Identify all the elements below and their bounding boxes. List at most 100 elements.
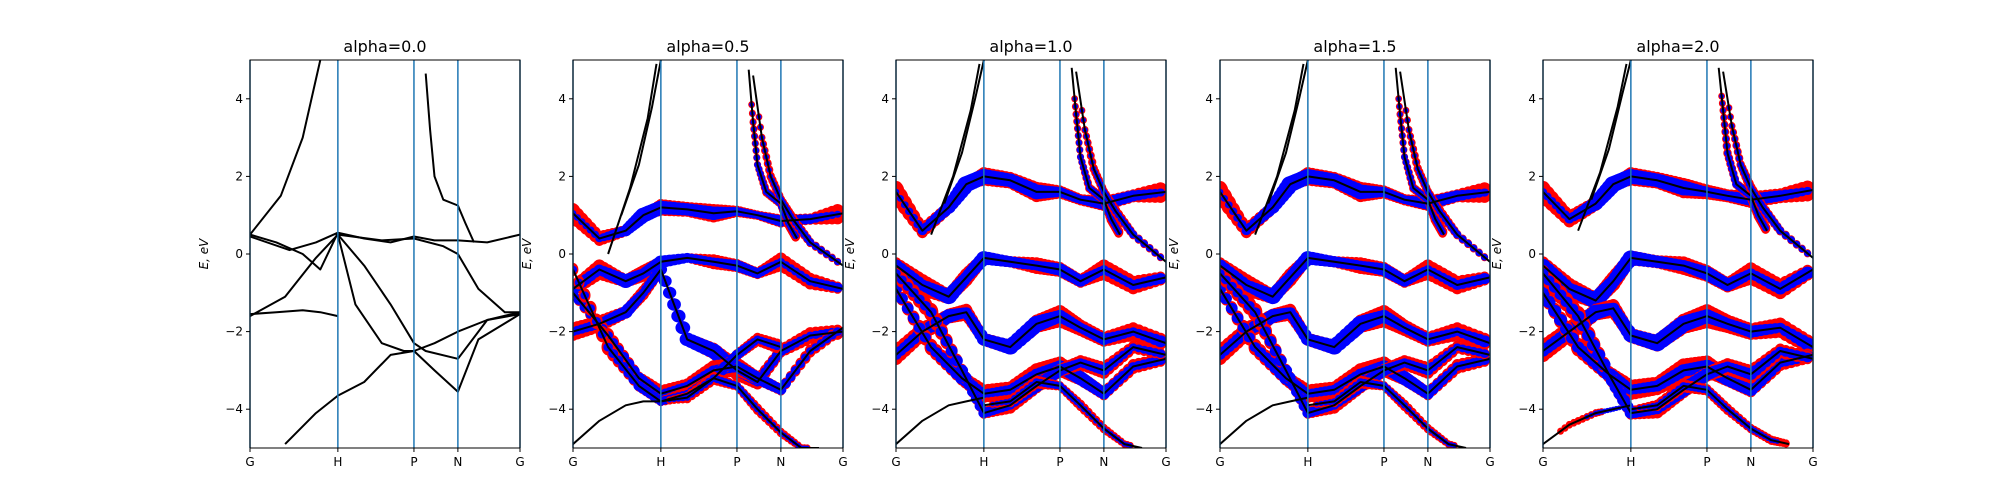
band-line-2 <box>284 394 339 445</box>
band-line-4 <box>573 292 843 395</box>
band-line-12 <box>424 73 475 243</box>
x-tick-label: G <box>1538 455 1547 469</box>
x-tick-label: G <box>838 455 847 469</box>
x-tick-label: H <box>656 455 665 469</box>
band-line-10 <box>1717 67 1768 232</box>
y-tick-label: 4 <box>1205 92 1213 106</box>
x-tick-label: G <box>1808 455 1817 469</box>
band-line-6 <box>1543 404 1632 445</box>
y-tick-label: 0 <box>235 247 243 261</box>
y-tick-label: 0 <box>558 247 566 261</box>
band-line-1 <box>1220 175 1490 232</box>
band-line-4 <box>250 232 339 271</box>
band-line-6 <box>1220 396 1309 445</box>
panel-title: alpha=1.5 <box>1313 37 1396 56</box>
band-line-6 <box>250 233 339 317</box>
y-tick-label: 0 <box>881 247 889 261</box>
band-line-8 <box>1590 60 1632 201</box>
y-tick-label: −4 <box>548 402 566 416</box>
y-axis-label: E, eV <box>843 238 857 270</box>
band-line-11 <box>336 234 520 352</box>
band-line-5 <box>1220 272 1490 415</box>
y-tick-label: 2 <box>1205 169 1213 183</box>
x-tick-label: N <box>1099 455 1108 469</box>
x-tick-label: G <box>245 455 254 469</box>
band-line-7 <box>1254 63 1305 235</box>
y-tick-label: −4 <box>1195 402 1213 416</box>
band-line-5 <box>896 272 1166 415</box>
y-tick-label: −2 <box>548 325 566 339</box>
band-line-9 <box>983 381 1143 448</box>
band-line-4 <box>1543 292 1813 391</box>
band-line-6 <box>573 400 661 445</box>
band-line-2 <box>896 256 1166 298</box>
x-tick-label: P <box>410 455 417 469</box>
y-tick-label: −4 <box>1518 402 1536 416</box>
plot-area <box>1220 60 1490 448</box>
band-line-3 <box>573 268 843 383</box>
band-line-8 <box>620 60 662 216</box>
y-axis-label: E, eV <box>1167 238 1181 270</box>
x-tick-label: P <box>1703 455 1710 469</box>
x-tick-label: N <box>776 455 785 469</box>
x-tick-label: P <box>1380 455 1387 469</box>
band-line-2 <box>1220 256 1490 298</box>
band-line-8 <box>943 60 985 204</box>
band-line-7 <box>337 233 520 314</box>
y-tick-label: 4 <box>235 92 243 106</box>
band-line-3 <box>1543 307 1813 352</box>
y-axis-label: E, eV <box>520 238 534 270</box>
band-line-3 <box>337 313 520 397</box>
x-tick-label: G <box>891 455 900 469</box>
band-line-7 <box>930 63 981 235</box>
y-tick-label: −2 <box>1518 325 1536 339</box>
y-tick-label: 2 <box>558 169 566 183</box>
y-tick-label: −4 <box>871 402 889 416</box>
panel-title: alpha=2.0 <box>1636 37 1719 56</box>
band-line-1 <box>1543 175 1813 221</box>
band-line-1 <box>896 175 1166 232</box>
band-line-9 <box>1307 381 1467 448</box>
x-tick-label: G <box>1215 455 1224 469</box>
x-tick-label: P <box>1056 455 1063 469</box>
x-tick-label: G <box>515 455 524 469</box>
y-axis-label: E, eV <box>1490 238 1504 270</box>
band-line-10 <box>337 233 520 360</box>
y-tick-label: 2 <box>1528 169 1536 183</box>
panel-title: alpha=0.0 <box>343 37 426 56</box>
band-line-8 <box>1267 60 1309 204</box>
band-line-7 <box>607 63 658 255</box>
band-line-5 <box>573 269 782 403</box>
y-tick-label: 0 <box>1528 247 1536 261</box>
x-tick-label: H <box>979 455 988 469</box>
x-tick-label: N <box>1423 455 1432 469</box>
x-tick-label: N <box>453 455 462 469</box>
y-tick-label: 0 <box>1205 247 1213 261</box>
x-tick-label: N <box>1746 455 1755 469</box>
panel-title: alpha=0.5 <box>666 37 749 56</box>
y-tick-label: −2 <box>1195 325 1213 339</box>
band-line-3 <box>896 311 1166 356</box>
band-line-7 <box>1577 63 1628 232</box>
y-tick-label: −2 <box>871 325 889 339</box>
band-line-10 <box>747 69 798 239</box>
band-line-9 <box>1630 384 1790 446</box>
plot-area <box>896 60 1166 448</box>
band-line-5 <box>1543 272 1813 415</box>
band-line-10 <box>1070 67 1121 236</box>
band-line-10 <box>1394 67 1445 236</box>
axes-frame <box>572 59 844 449</box>
y-tick-label: −2 <box>225 325 243 339</box>
x-tick-label: G <box>1485 455 1494 469</box>
band-line-2 <box>573 256 843 290</box>
x-tick-label: H <box>1626 455 1635 469</box>
x-tick-label: H <box>333 455 342 469</box>
band-line-3 <box>1220 311 1490 356</box>
y-tick-label: 4 <box>1528 92 1536 106</box>
band-line-4 <box>1220 288 1490 395</box>
